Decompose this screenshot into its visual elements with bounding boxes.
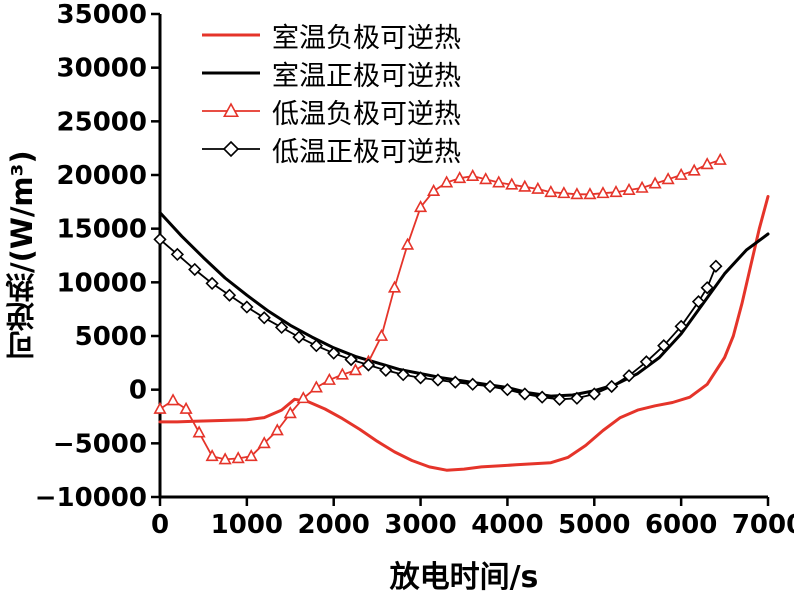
x-axis-title: 放电时间/s: [389, 560, 539, 595]
legend-label: 室温正极可逆热: [272, 60, 461, 92]
svg-text:5000: 5000: [75, 322, 147, 352]
legend-line-sample-red-solid: [202, 33, 260, 37]
svg-text:35000: 35000: [57, 0, 147, 30]
svg-text:2000: 2000: [298, 510, 370, 540]
svg-text:15000: 15000: [57, 215, 147, 245]
svg-text:1000: 1000: [211, 510, 283, 540]
legend-label: 低温正极可逆热: [272, 136, 461, 168]
legend-line-sample-red-triangle: [202, 102, 260, 118]
y-axis-title: 可逆热/(W/m³): [5, 150, 39, 361]
legend-item: 室温正极可逆热: [200, 54, 461, 92]
legend-label: 室温负极可逆热: [272, 22, 461, 54]
legend-line-sample-black-diamond: [202, 140, 260, 158]
svg-text:4000: 4000: [471, 510, 543, 540]
svg-text:−10000: −10000: [35, 483, 147, 513]
svg-text:10000: 10000: [57, 268, 147, 298]
svg-text:0: 0: [151, 510, 169, 540]
svg-text:30000: 30000: [57, 54, 147, 84]
svg-text:3000: 3000: [384, 510, 456, 540]
legend-line-sample-black-solid: [202, 71, 260, 75]
svg-text:5000: 5000: [558, 510, 630, 540]
legend-label: 低温负极可逆热: [272, 98, 461, 130]
legend-item: 室温负极可逆热: [200, 16, 461, 54]
svg-text:20000: 20000: [57, 161, 147, 191]
svg-text:0: 0: [129, 376, 147, 406]
legend: 室温负极可逆热 室温正极可逆热 低温负极可逆热 低温正极可逆热: [200, 16, 461, 168]
svg-text:25000: 25000: [57, 107, 147, 137]
svg-text:7000: 7000: [732, 510, 794, 540]
svg-text:−5000: −5000: [53, 429, 147, 459]
svg-text:6000: 6000: [645, 510, 717, 540]
legend-item: 低温负极可逆热: [200, 92, 461, 130]
legend-item: 低温正极可逆热: [200, 130, 461, 168]
